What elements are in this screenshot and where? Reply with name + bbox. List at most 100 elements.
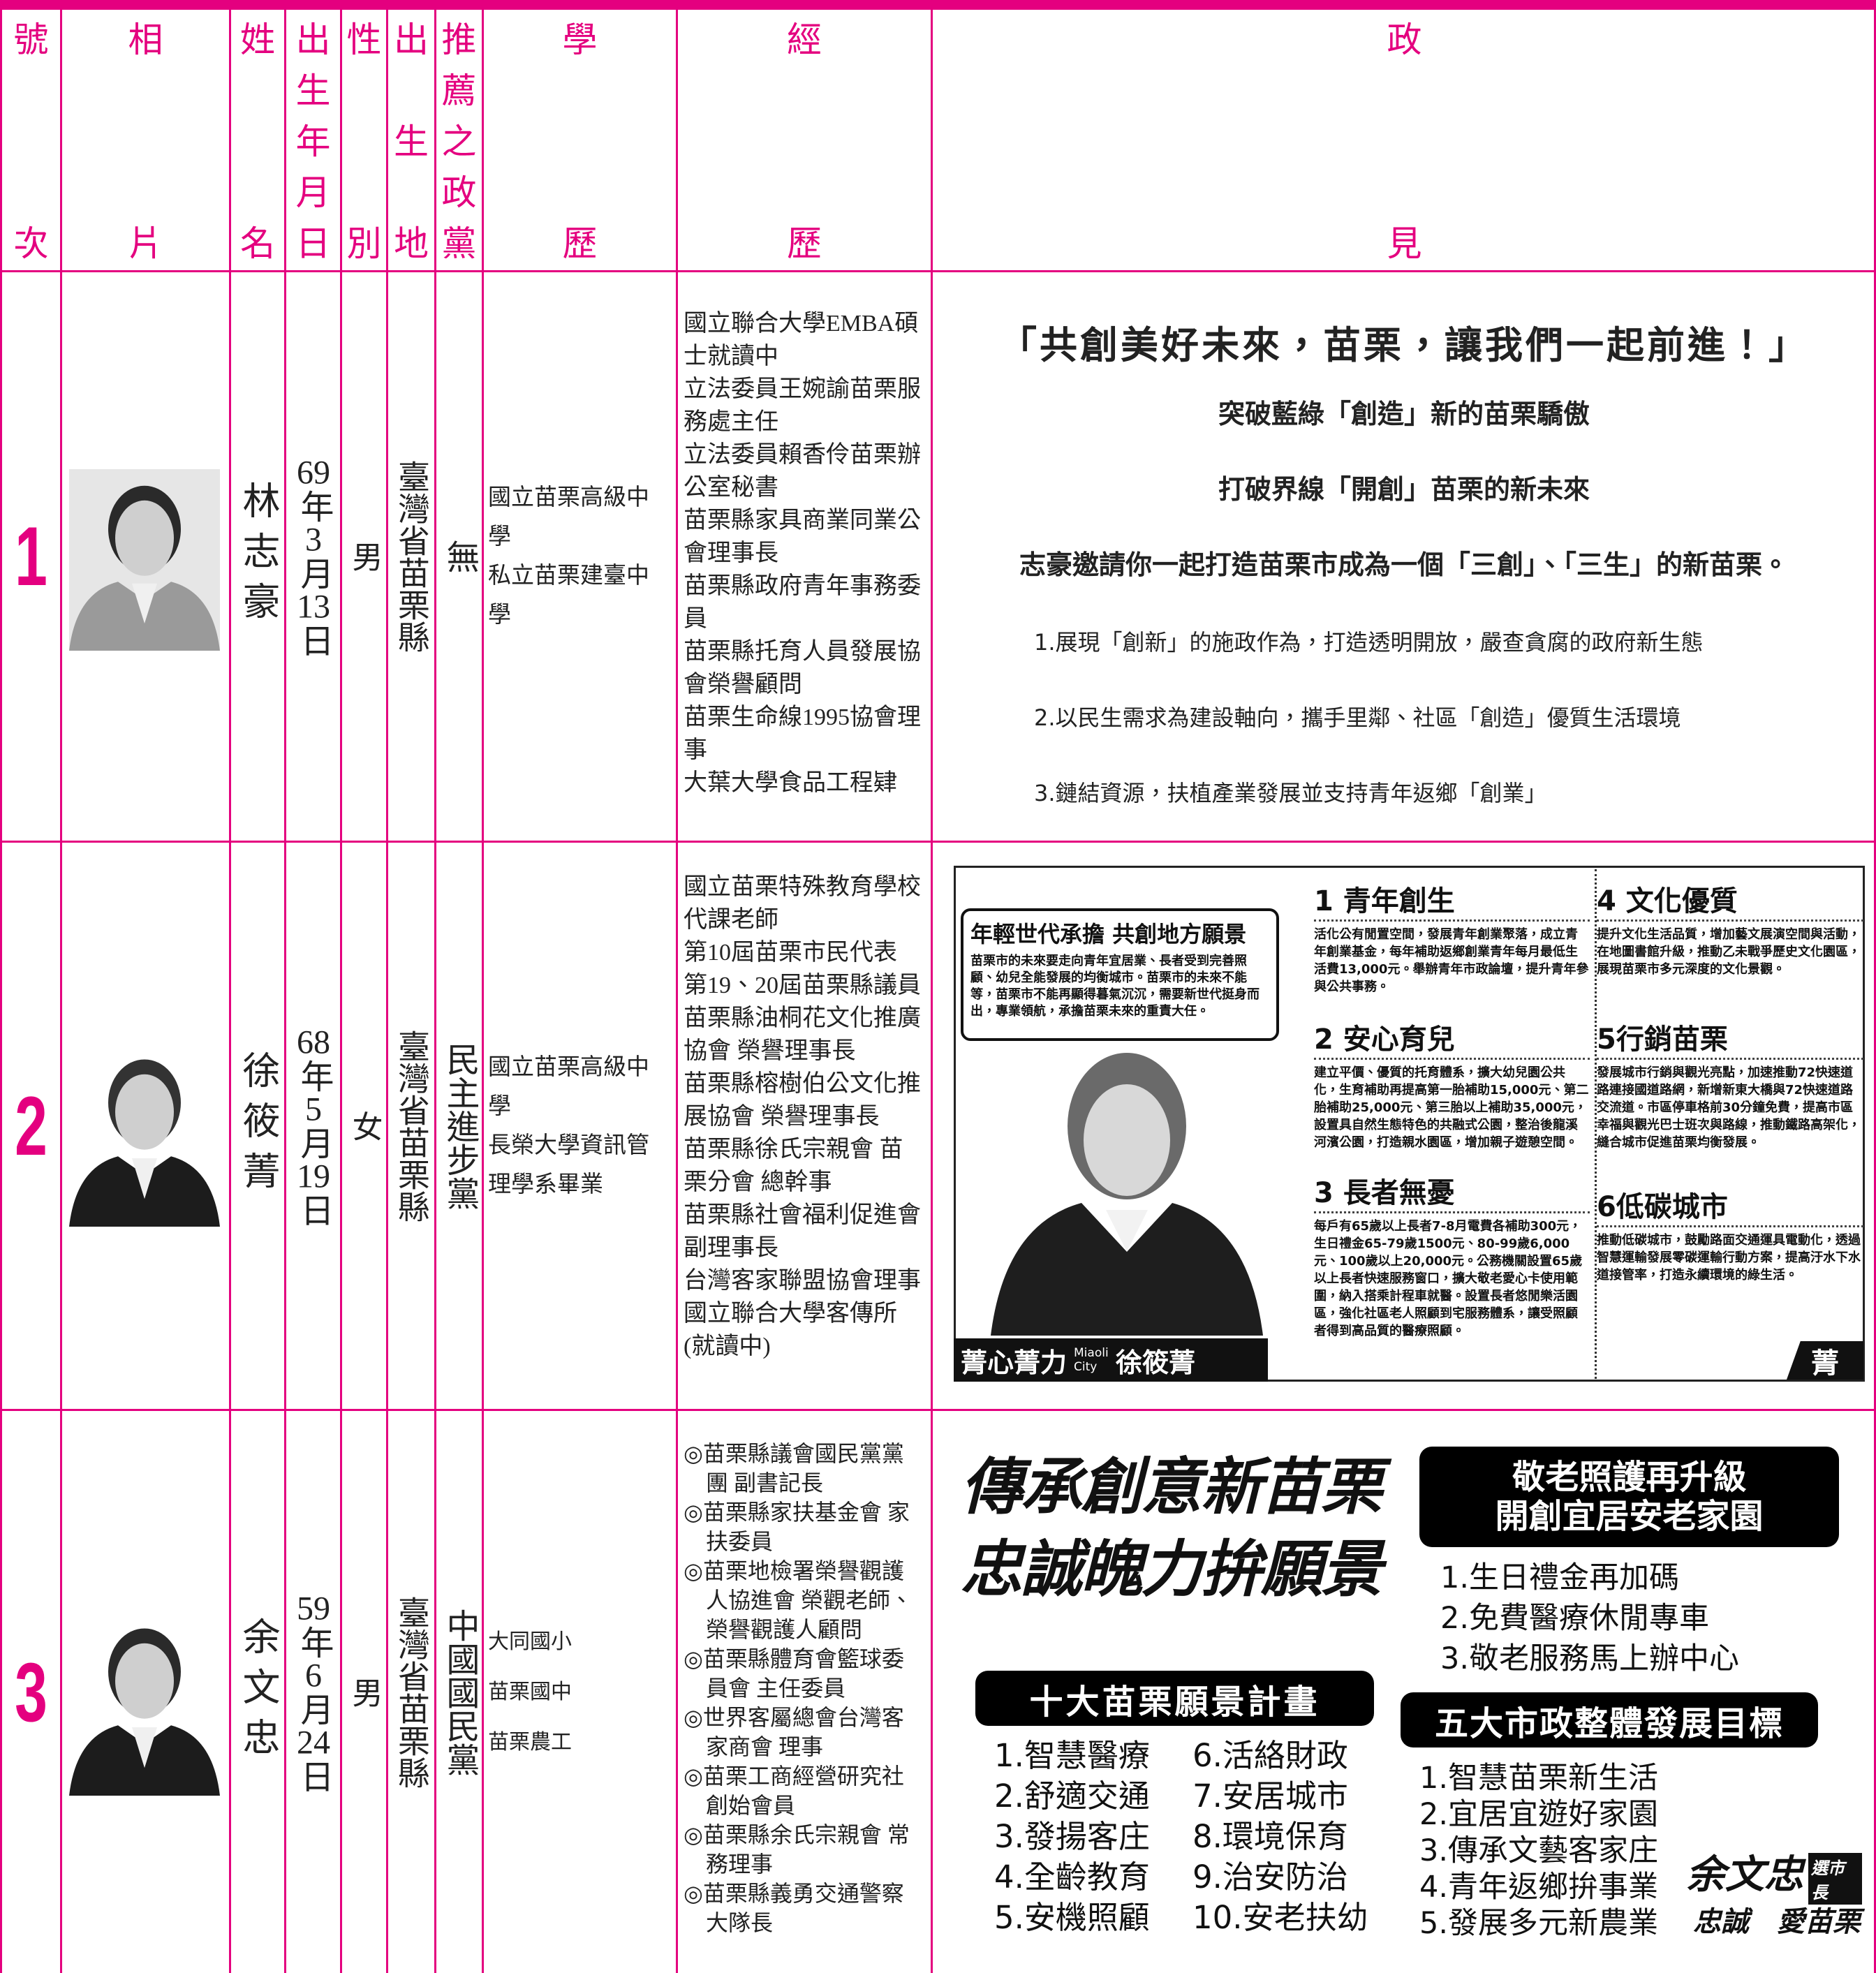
- experience-item: 國立聯合大學客傳所(就讀中): [684, 1301, 897, 1359]
- education-item: 長榮大學資訊管理學系畢業: [488, 1132, 649, 1197]
- vision-title: 十大苗栗願景計畫: [975, 1671, 1374, 1726]
- experience: 國立苗栗特殊教育學校代課老師 第10屆苗栗市民代表 第19、20屆苗栗縣議員 苗栗縣油…: [678, 843, 931, 1409]
- platform-statement: 志豪邀請你一起打造苗栗市成為一個「三創」、「三生」的新苗栗。: [1019, 549, 1789, 580]
- senior-list-item: 3.敬老服務馬上辦中心: [1440, 1641, 1740, 1676]
- divider: [1595, 869, 1597, 1379]
- candidate-name: 余文忠: [237, 1616, 279, 1768]
- platform-point: 3.鏈結資源，扶植產業發展並支持青年返鄉「創業」: [1034, 780, 1547, 806]
- campaign-logo: 余文忠 選市長 忠誠 愛苗栗: [1686, 1843, 1862, 1944]
- party: 中國國民黨: [441, 1608, 478, 1776]
- header-cell: 學歷: [562, 20, 598, 263]
- flyer-headline: 年輕世代承擔 共創地方願景: [970, 921, 1247, 947]
- experience-item: ◎苗栗縣義勇交通警察大隊長: [684, 1881, 904, 1935]
- candidate-name: 林志豪: [237, 481, 279, 632]
- header-cell: 推薦之政黨: [441, 20, 477, 263]
- platform-1: 「共創美好未來，苗栗，讓我們一起前進！」 突破藍綠「創造」新的苗栗驕傲 打破界線…: [933, 272, 1875, 839]
- experience-item: 台灣客家聯盟協會理事: [684, 1268, 921, 1294]
- item-text: 每戶有65歲以上長者7-8月電費各補助300元，生日禮金65-79歲1500元、…: [1314, 1219, 1583, 1338]
- column-border: [434, 10, 436, 1973]
- experience-item: ◎苗栗縣議會國民黨黨團 副書記長: [684, 1441, 904, 1495]
- birth-date: 69 年 3 月 13 日: [295, 456, 332, 657]
- footer-city: Miaoli City: [1074, 1346, 1109, 1374]
- candidate-photo: [69, 1042, 220, 1227]
- goals-list-item: 4.青年返鄉拚事業: [1419, 1870, 1659, 1905]
- candidate-number: 1: [15, 510, 47, 603]
- goals-list-item: 5.發展多元新農業: [1419, 1906, 1659, 1941]
- item-text: 推動低碳城市，鼓勵路面交通運具電動化，透過智慧運輸發展零碳運輸行動方案，提高汙水…: [1597, 1233, 1861, 1283]
- logo-loyal: 忠誠: [1693, 1906, 1749, 1938]
- education: 大同國小 苗栗國中 苗栗農工: [484, 1411, 676, 1973]
- candidate-number: 2: [15, 1079, 47, 1173]
- gender: 男: [347, 1676, 382, 1708]
- experience-item: 苗栗縣油桐花文化推廣協會 榮譽理事長: [684, 1005, 921, 1064]
- column-border: [931, 10, 933, 1973]
- goals-list-item: 2.宜居宜遊好家園: [1419, 1797, 1659, 1832]
- experience: 國立聯合大學EMBA碩士就讀中 立法委員王婉諭苗栗服務處主任 立法委員賴香伶苗栗辦公…: [678, 272, 931, 841]
- gender: 男: [347, 541, 382, 572]
- platform-2: 年輕世代承擔 共創地方願景 苗栗市的未來要走向青年宜居業、長者受到完善照顧、幼兒…: [954, 866, 1865, 1382]
- vision-list-item: 5.安機照顧: [994, 1899, 1150, 1936]
- header-cell: 性別: [346, 20, 382, 263]
- slogan-line: 忠誠魄力拚願景: [961, 1533, 1382, 1605]
- item-text: 發展城市行銷與觀光亮點，加速推動72快速道路連接國道路網，新增新東大橋與72快速…: [1597, 1065, 1861, 1150]
- column-border: [0, 10, 2, 1973]
- goals-list-item: 3.傳承文藝客家庄: [1419, 1833, 1659, 1868]
- experience-item: 立法委員賴香伶苗栗辦公室秘書: [684, 442, 921, 501]
- experience-item: ◎苗栗地檢署榮譽觀護人協進會 榮觀老師、榮譽觀護人顧問: [684, 1558, 913, 1642]
- vision-list-item: 10.安老扶幼: [1192, 1899, 1368, 1936]
- experience-item: 國立聯合大學EMBA碩士就讀中: [684, 311, 919, 369]
- senior-list: 1.生日禮金再加碼 2.免費醫療休閒專車 3.敬老服務馬上辦中心: [1440, 1558, 1739, 1679]
- candidate-photo: [991, 1053, 1263, 1336]
- item-title: 3 長者無憂: [1314, 1175, 1590, 1213]
- experience-item: 大葉大學食品工程肄: [684, 770, 897, 796]
- experience-item: 第19、20屆苗栗縣議員: [684, 973, 921, 998]
- item-title: 4 文化優質: [1597, 883, 1863, 922]
- column-border: [229, 10, 231, 1973]
- header-cell: 經歷: [787, 20, 822, 263]
- platform-3: 傳承創意新苗栗 忠誠魄力拚願景 敬老照護再升級 開創宜居安老家園 1.生日禮金再…: [933, 1411, 1875, 1973]
- flyer-footer: 菁心菁力 Miaoli City 徐筱菁: [954, 1338, 1268, 1382]
- flyer-intro: 苗栗市的未來要走向青年宜居業、長者受到完善照顧、幼兒全能發展的均衡城市。苗栗市的…: [970, 954, 1260, 1019]
- header-cell: 相片: [128, 20, 163, 263]
- column-border: [284, 10, 286, 1973]
- platform-item: 4 文化優質提升文化生活品質，增加藝文展演空間與活動，在地圖書館升級，推動乙未戰…: [1597, 883, 1863, 978]
- experience-item: ◎苗栗縣家扶基金會 家扶委員: [684, 1500, 910, 1554]
- experience-item: 苗栗生命線1995協會理事: [684, 704, 921, 763]
- platform-statement: 突破藍綠「創造」新的苗栗驕傲: [1218, 399, 1590, 429]
- party: 民主進步黨: [441, 1042, 478, 1210]
- platform-slogan: 傳承創意新苗栗 忠誠魄力拚願景: [961, 1446, 1382, 1611]
- birth-date: 59 年 6 月 24 日: [295, 1591, 332, 1793]
- speech-bubble: 年輕世代承擔 共創地方願景 苗栗市的未來要走向青年宜居業、長者受到完善照顧、幼兒…: [961, 908, 1279, 1041]
- vision-list-item: 4.全齡教育: [994, 1859, 1150, 1896]
- candidate-name: 徐筱菁: [237, 1050, 279, 1202]
- experience: ◎苗栗縣議會國民黨黨團 副書記長 ◎苗栗縣家扶基金會 家扶委員 ◎苗栗地檢署榮譽觀護…: [678, 1411, 931, 1973]
- item-text: 提升文化生活品質，增加藝文展演空間與活動，在地圖書館升級，推動乙未戰爭歷史文化園…: [1597, 927, 1861, 977]
- experience-item: ◎苗栗縣體育會籃球委員會 主任委員: [684, 1646, 904, 1701]
- birthplace: 臺灣省苗栗縣: [394, 460, 429, 653]
- logo-name: 余文忠: [1686, 1852, 1803, 1898]
- platform-item: 2 安心育兒 建立平價、優質的托育體系，擴大幼兒園公共化，生育補助再提高第一胎補助…: [1314, 1021, 1590, 1151]
- vision-list: 1.智慧醫療 2.舒適交通 3.發揚客庄 4.全齡教育 5.安機照顧 6.活絡財政 7.安居…: [994, 1736, 1385, 1938]
- vision-list-item: 6.活絡財政: [1192, 1737, 1348, 1774]
- education-item: 苗栗農工: [488, 1730, 572, 1754]
- column-border: [340, 10, 342, 1973]
- header-cell: 出生年月日: [295, 20, 331, 263]
- column-border: [386, 10, 388, 1973]
- item-text: 活化公有閒置空間，發展青年創業聚落，成立青年創業基金，每年補助返鄉創業青年每月最…: [1314, 927, 1589, 994]
- header-cell: 號次: [13, 20, 49, 263]
- item-title: 1 青年創生: [1314, 883, 1590, 922]
- item-title: 5行銷苗栗: [1597, 1021, 1863, 1060]
- education-item: 私立苗栗建臺中學: [488, 563, 649, 628]
- education-item: 國立苗栗高級中學: [488, 485, 649, 549]
- vision-list-item: 2.舒適交通: [994, 1778, 1150, 1815]
- slogan-line: 傳承創意新苗栗: [961, 1451, 1382, 1523]
- education-item: 大同國小: [488, 1630, 572, 1653]
- experience-item: ◎苗栗工商經營研究社創始會員: [684, 1764, 904, 1818]
- logo-love: 愛苗栗: [1777, 1906, 1861, 1938]
- header-cell: 姓名: [240, 20, 275, 263]
- item-text: 建立平價、優質的托育體系，擴大幼兒園公共化，生育補助再提高第一胎補助15,000…: [1314, 1065, 1589, 1150]
- senior-title-line: 開創宜居安老家園: [1495, 1497, 1764, 1536]
- experience-item: 苗栗縣托育人員發展協會榮譽顧問: [684, 639, 921, 697]
- column-border: [676, 10, 678, 1973]
- experience-item: 立法委員王婉諭苗栗服務處主任: [684, 376, 921, 435]
